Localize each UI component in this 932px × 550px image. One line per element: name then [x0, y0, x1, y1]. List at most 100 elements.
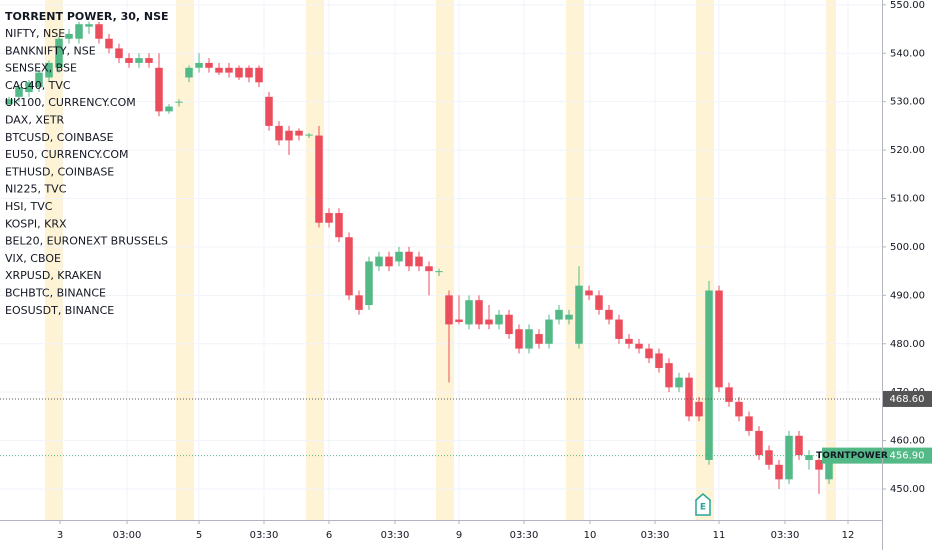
- candle-body: [595, 295, 603, 310]
- symbol-badge-label: TORNTPOWER: [816, 451, 888, 461]
- x-tick-label: 9: [456, 530, 462, 541]
- x-tick-label: 03:30: [641, 530, 670, 541]
- candle-body: [335, 213, 343, 238]
- x-tick-label: 03:30: [510, 530, 539, 541]
- earnings-icon-letter: E: [700, 503, 706, 513]
- session-band: [306, 0, 324, 520]
- legend: TORRENT POWER, 30, NSE NIFTY, NSE BANKNIF…: [5, 10, 169, 317]
- candle-body: [125, 58, 133, 63]
- x-tick-label: 03:30: [771, 530, 800, 541]
- candle-body: [605, 309, 613, 320]
- session-band: [826, 0, 836, 520]
- candle-body: [515, 329, 523, 349]
- candle-body: [195, 62, 203, 68]
- candle-body: [825, 455, 833, 480]
- candle-body: [85, 24, 93, 27]
- x-tick-label: 6: [326, 530, 332, 541]
- candle-body: [715, 290, 723, 388]
- symbol-label: XRPUSD, KRAKEN: [5, 269, 102, 282]
- candle-body: [225, 67, 233, 73]
- y-tick-label: 500.00: [890, 242, 925, 253]
- session-band: [45, 0, 63, 520]
- candle-body: [55, 38, 63, 68]
- candle-body: [575, 285, 583, 344]
- candle-body: [355, 295, 363, 310]
- symbol-label: CAC40, TVC: [5, 79, 71, 92]
- candle-body: [415, 256, 423, 267]
- candle-body: [755, 430, 763, 456]
- candle-body: [565, 314, 573, 320]
- candle-body: [95, 24, 103, 39]
- symbol-label: HSI, TVC: [5, 200, 53, 213]
- earnings-badge[interactable]: E: [695, 493, 711, 516]
- symbol-label: DAX, XETR: [5, 114, 65, 127]
- symbol-label: NIFTY, NSE: [5, 27, 65, 40]
- candle-body: [745, 416, 753, 431]
- candle-body: [635, 343, 643, 349]
- candle-body: [815, 459, 823, 470]
- grid: [0, 0, 882, 520]
- candle-body: [705, 290, 713, 460]
- candle-body: [235, 67, 243, 78]
- symbol-label: KOSPI, KRX: [5, 217, 67, 230]
- y-tick-label: 550.00: [890, 0, 925, 11]
- candles: [0, 21, 882, 494]
- candle-body: [75, 24, 83, 39]
- symbol-label: BCHBTC, BINANCE: [5, 287, 106, 300]
- candle-body: [485, 319, 493, 325]
- candle-body: [425, 266, 433, 272]
- candle-body: [285, 130, 293, 141]
- candle-body: [695, 401, 703, 417]
- session-band: [566, 0, 584, 520]
- x-tick-label: 12: [842, 530, 855, 541]
- candle-body: [775, 464, 783, 480]
- x-tick-label: 11: [713, 530, 726, 541]
- symbol-label: EOSUSDT, BINANCE: [5, 304, 114, 317]
- y-tick-label: 450.00: [890, 484, 925, 495]
- axes: 450.00460.00470.00480.00490.00500.00510.…: [57, 0, 932, 541]
- candle-body: [25, 82, 33, 92]
- candle-body: [205, 62, 213, 68]
- candle-body: [135, 58, 143, 63]
- x-tick-label: 5: [196, 530, 202, 541]
- candle-body: [245, 67, 253, 78]
- candle-body: [45, 62, 53, 78]
- y-tick-label: 540.00: [890, 48, 925, 59]
- candle-body: [35, 72, 43, 88]
- candle-body: [175, 101, 183, 103]
- candle-body: [585, 290, 593, 296]
- candle-body: [805, 455, 813, 460]
- candle-body: [525, 329, 533, 349]
- y-tick-label: 460.00: [890, 436, 925, 447]
- symbol-label: NI225, TVC: [5, 183, 67, 196]
- candle-body: [725, 387, 733, 402]
- symbol-label: EU50, CURRENCY.COM: [5, 148, 129, 161]
- x-tick-label: 03:00: [113, 530, 142, 541]
- symbol-label: BEL20, EURONEXT BRUSSELS: [5, 235, 168, 248]
- earnings-icon[interactable]: [695, 493, 711, 516]
- chart-title: TORRENT POWER, 30, NSE: [5, 10, 169, 23]
- candle-body: [165, 106, 173, 112]
- price-label: 456.90: [890, 451, 925, 462]
- candle-body: [475, 300, 483, 325]
- candle-body: [115, 48, 123, 59]
- symbol-label: SENSEX, BSE: [5, 62, 77, 75]
- candle-body: [665, 363, 673, 388]
- session-band: [436, 0, 454, 520]
- candle-body: [345, 237, 353, 296]
- candle-body: [765, 450, 773, 465]
- symbol-label: BANKNIFTY, NSE: [5, 44, 96, 57]
- candle-body: [445, 295, 453, 325]
- candle-body: [455, 319, 463, 322]
- candle-body: [465, 300, 473, 325]
- candle-body: [65, 33, 73, 39]
- candle-body: [275, 125, 283, 141]
- candle-body: [375, 256, 383, 267]
- candle-body: [155, 67, 163, 112]
- symbol-label: ETHUSD, COINBASE: [5, 165, 114, 178]
- candle-body: [685, 377, 693, 417]
- candle-body: [625, 338, 633, 344]
- x-tick-label: 03:30: [250, 530, 279, 541]
- candle-body: [15, 87, 23, 97]
